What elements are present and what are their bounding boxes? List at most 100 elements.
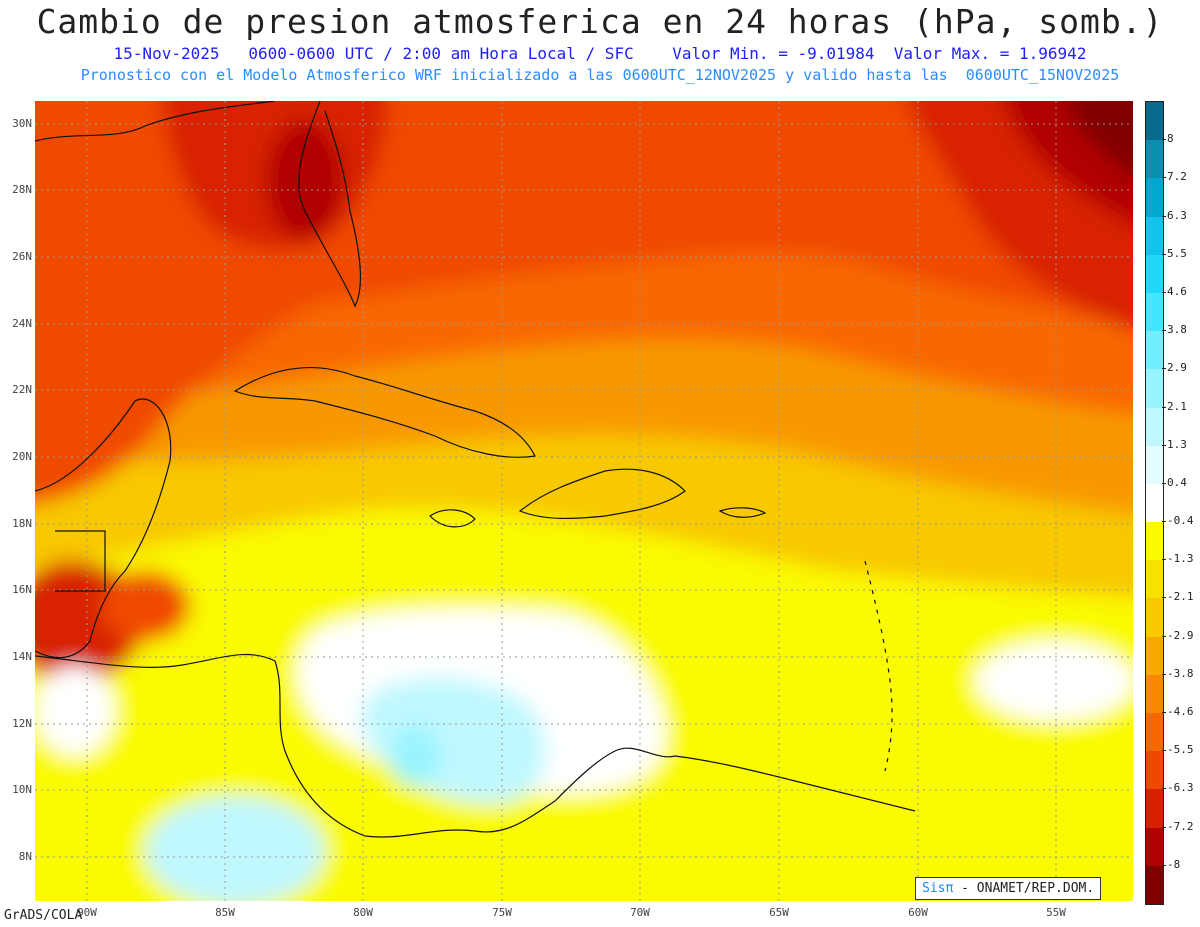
colorbar-tick bbox=[1162, 330, 1166, 332]
onamet-credit-text: - ONAMET/REP.DOM. bbox=[961, 881, 1095, 896]
colorbar-label: 2.9 bbox=[1167, 361, 1187, 375]
colorbar-swatch bbox=[1146, 522, 1163, 561]
onamet-credit-box: Sisπ - ONAMET/REP.DOM. bbox=[915, 877, 1102, 900]
lat-label-14n: 14N bbox=[12, 650, 32, 663]
puerto-rico bbox=[718, 507, 767, 518]
colorbar-tick bbox=[1162, 139, 1166, 141]
colorbar-label: 6.3 bbox=[1167, 208, 1187, 222]
colorbar-label: 2.1 bbox=[1167, 399, 1187, 413]
colorbar-label: -0.4 bbox=[1167, 514, 1194, 528]
colorbar-label: -8 bbox=[1167, 857, 1181, 871]
colorbar-tick bbox=[1162, 635, 1166, 637]
colorbar-label: 5.5 bbox=[1167, 246, 1187, 260]
lon-label-55w: 55W bbox=[1046, 906, 1066, 919]
colorbar-swatch bbox=[1146, 865, 1163, 905]
colorbar-label: -1.3 bbox=[1167, 552, 1194, 566]
lat-label-22n: 22N bbox=[12, 383, 32, 396]
colorbar-swatch bbox=[1146, 140, 1163, 179]
colorbar-label: 7.2 bbox=[1167, 170, 1187, 184]
coastlines bbox=[35, 101, 916, 838]
colorbar-swatch bbox=[1146, 751, 1163, 790]
colorbar-swatch bbox=[1146, 827, 1163, 867]
colorbar-tick bbox=[1162, 559, 1166, 561]
lat-label-12n: 12N bbox=[12, 717, 32, 730]
map-canvas bbox=[35, 101, 1133, 901]
colorbar-swatch bbox=[1146, 292, 1163, 332]
colorbar-tick bbox=[1162, 826, 1166, 828]
colorbar-label: 8 bbox=[1167, 132, 1174, 146]
lat-label-28n: 28N bbox=[12, 183, 32, 196]
lat-label-10n: 10N bbox=[12, 783, 32, 796]
lat-lon-grid bbox=[35, 101, 1133, 901]
lat-label-20n: 20N bbox=[12, 450, 32, 463]
colorbar-tick bbox=[1162, 750, 1166, 752]
map-subtitle-validity: 15-Nov-2025 0600-0600 UTC / 2:00 am Hora… bbox=[113, 44, 1087, 63]
yucatan bbox=[35, 398, 172, 659]
colorbar-tick bbox=[1162, 177, 1166, 179]
colorbar-swatch bbox=[1146, 102, 1163, 141]
colorbar-tick bbox=[1162, 597, 1166, 599]
cuba bbox=[233, 367, 536, 458]
jamaica bbox=[429, 509, 476, 528]
colorbar-label: 0.4 bbox=[1167, 475, 1187, 489]
lat-label-18n: 18N bbox=[12, 517, 32, 530]
colorbar-tick bbox=[1162, 673, 1166, 675]
colorbar-tick bbox=[1162, 712, 1166, 714]
lat-label-16n: 16N bbox=[12, 583, 32, 596]
colorbar-tick bbox=[1162, 482, 1166, 484]
colorbar-tick bbox=[1162, 788, 1166, 790]
colorbar bbox=[1145, 101, 1164, 905]
colorbar-label: -2.1 bbox=[1167, 590, 1194, 604]
colorbar-swatch bbox=[1146, 713, 1163, 752]
shaded-field bbox=[35, 101, 1133, 901]
colorbar-label: 4.6 bbox=[1167, 284, 1187, 298]
hispaniola bbox=[518, 468, 686, 520]
lon-label-60w: 60W bbox=[908, 906, 928, 919]
lesser-antilles bbox=[864, 560, 893, 772]
map-subtitle-model-info: Pronostico con el Modelo Atmosferico WRF… bbox=[80, 66, 1120, 84]
colorbar-swatch bbox=[1146, 483, 1163, 523]
lat-label-24n: 24N bbox=[12, 317, 32, 330]
colorbar-label: -6.3 bbox=[1167, 781, 1194, 795]
gulf-coast bbox=[35, 101, 276, 142]
colorbar-label: -7.2 bbox=[1167, 819, 1194, 833]
colorbar-tick bbox=[1162, 864, 1166, 866]
lon-label-75w: 75W bbox=[492, 906, 512, 919]
lat-label-30n: 30N bbox=[12, 117, 32, 130]
colorbar-swatch bbox=[1146, 407, 1163, 447]
colorbar-label: -2.9 bbox=[1167, 628, 1194, 642]
colorbar-tick bbox=[1162, 291, 1166, 293]
colorbar-swatch bbox=[1146, 598, 1163, 638]
colorbar-swatch bbox=[1146, 216, 1163, 256]
lat-label-8n: 8N bbox=[18, 850, 32, 863]
colorbar-tick bbox=[1162, 521, 1166, 523]
colorbar-tick bbox=[1162, 215, 1166, 217]
lon-label-70w: 70W bbox=[630, 906, 650, 919]
sispi-logo: Sisπ bbox=[922, 881, 954, 896]
colorbar-swatch bbox=[1146, 636, 1163, 676]
colorbar-label: -5.5 bbox=[1167, 743, 1194, 757]
lon-label-80w: 80W bbox=[353, 906, 373, 919]
colorbar-label: -3.8 bbox=[1167, 666, 1194, 680]
colorbar-label: 1.3 bbox=[1167, 437, 1187, 451]
colorbar-tick bbox=[1162, 368, 1166, 370]
colorbar-swatch bbox=[1146, 254, 1163, 294]
colorbar-tick bbox=[1162, 444, 1166, 446]
belize-border bbox=[55, 530, 106, 592]
colorbar-swatch bbox=[1146, 674, 1163, 714]
lon-label-85w: 85W bbox=[215, 906, 235, 919]
colorbar-swatch bbox=[1146, 560, 1163, 599]
colorbar-swatch bbox=[1146, 789, 1163, 829]
colorbar-swatch bbox=[1146, 178, 1163, 218]
lon-label-90w: 90W bbox=[77, 906, 97, 919]
colorbar-swatch bbox=[1146, 331, 1163, 370]
colorbar-swatch bbox=[1146, 445, 1163, 485]
colorbar-label: -4.6 bbox=[1167, 705, 1194, 719]
grads-credit: GrADS/COLA bbox=[4, 908, 83, 923]
colorbar-tick bbox=[1162, 406, 1166, 408]
colorbar-swatch bbox=[1146, 369, 1163, 409]
colorbar-label: 3.8 bbox=[1167, 323, 1187, 337]
florida bbox=[298, 101, 362, 308]
colorbar-tick bbox=[1162, 253, 1166, 255]
lon-label-65w: 65W bbox=[769, 906, 789, 919]
